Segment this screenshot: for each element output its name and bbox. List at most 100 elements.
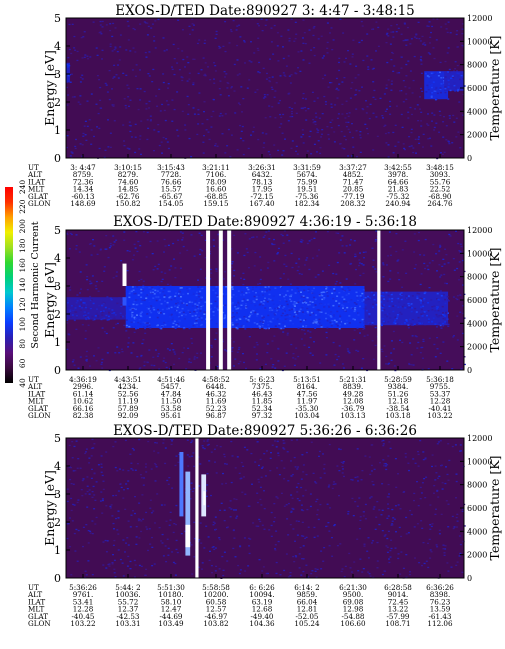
band-pixel [407,302,410,305]
noise-pixel [277,540,280,543]
noise-pixel [246,87,249,89]
noise-pixel [100,491,103,493]
band-pixel [68,74,71,76]
noise-pixel [86,289,89,291]
noise-pixel [456,295,459,297]
band-pixel [174,309,177,312]
noise-pixel [310,153,313,155]
noise-pixel [91,275,94,277]
noise-pixel [440,26,443,28]
noise-pixel [76,59,79,62]
noise-pixel [341,472,344,474]
band-pixel [118,302,120,304]
noise-pixel [181,79,184,82]
noise-pixel [162,73,165,75]
noise-pixel [285,265,288,267]
band-pixel [430,72,433,75]
noise-pixel [326,126,329,128]
band-pixel [286,314,289,316]
noise-pixel [341,81,344,83]
band-pixel [331,307,334,309]
noise-pixel [369,103,372,105]
noise-pixel [145,108,148,110]
band-pixel [215,309,218,311]
band-pixel [367,295,369,298]
noise-pixel [385,363,387,365]
noise-pixel [419,352,422,354]
band-pixel [436,307,439,310]
noise-pixel [272,53,275,55]
noise-pixel [359,134,362,136]
noise-pixel [328,443,331,446]
noise-pixel [234,358,237,360]
spectrogram-streak [179,452,184,517]
noise-pixel [91,468,93,470]
data-gap [218,230,223,370]
band-pixel [421,322,424,324]
y-tick-label: 5 [54,432,61,445]
noise-pixel [102,541,105,543]
noise-pixel [423,262,426,265]
table-cell: 7106. [206,170,227,179]
noise-pixel [143,21,146,23]
band-pixel [272,295,275,297]
noise-pixel [430,145,433,147]
noise-pixel [173,363,175,365]
noise-pixel [363,543,366,545]
noise-pixel [214,145,217,147]
table-cell: 57.89 [118,404,139,413]
noise-pixel [144,574,147,576]
noise-pixel [387,79,390,81]
band-pixel [148,287,151,289]
band-pixel [79,299,82,301]
noise-pixel [176,551,179,554]
spot-region [122,263,127,286]
band-pixel [146,325,149,328]
noise-pixel [389,113,392,115]
noise-pixel [111,563,114,565]
table-cell: 6:14: 2 [294,583,319,592]
band-pixel [415,323,418,326]
noise-pixel [301,239,304,242]
band-pixel [141,289,144,292]
noise-pixel [317,140,320,142]
noise-pixel [149,115,152,117]
noise-pixel [117,77,120,79]
noise-pixel [421,35,424,38]
noise-pixel [134,136,137,138]
noise-pixel [196,357,199,359]
noise-pixel [452,336,455,338]
noise-pixel [167,103,170,106]
noise-pixel [448,141,450,143]
band-pixel [401,293,404,296]
noise-pixel [275,572,278,575]
noise-pixel [242,465,245,467]
noise-pixel [208,460,211,462]
noise-pixel [327,86,330,88]
noise-pixel [66,322,69,324]
noise-pixel [138,270,141,273]
band-pixel [277,317,280,319]
noise-pixel [284,138,286,140]
noise-pixel [96,126,98,128]
noise-pixel [74,470,77,472]
noise-pixel [378,523,381,526]
band-pixel [278,323,281,325]
table-cell: 8398. [430,590,451,599]
band-pixel [438,314,441,317]
noise-pixel [461,33,464,35]
noise-pixel [302,495,305,497]
noise-pixel [420,346,423,349]
band-pixel [242,325,245,327]
noise-pixel [326,47,329,49]
noise-pixel [264,475,267,477]
orbit-table: UT 5:36:26 5:44: 2 5:51:30 5:58:58 6: 6:26 6:1… [27,583,454,628]
noise-pixel [302,558,305,560]
noise-pixel [459,552,462,555]
band-pixel [143,326,146,328]
noise-pixel [222,278,225,280]
band-pixel [191,301,194,304]
noise-pixel [337,232,340,234]
y2-tick-label: 2000 [467,551,487,560]
noise-pixel [398,72,401,74]
